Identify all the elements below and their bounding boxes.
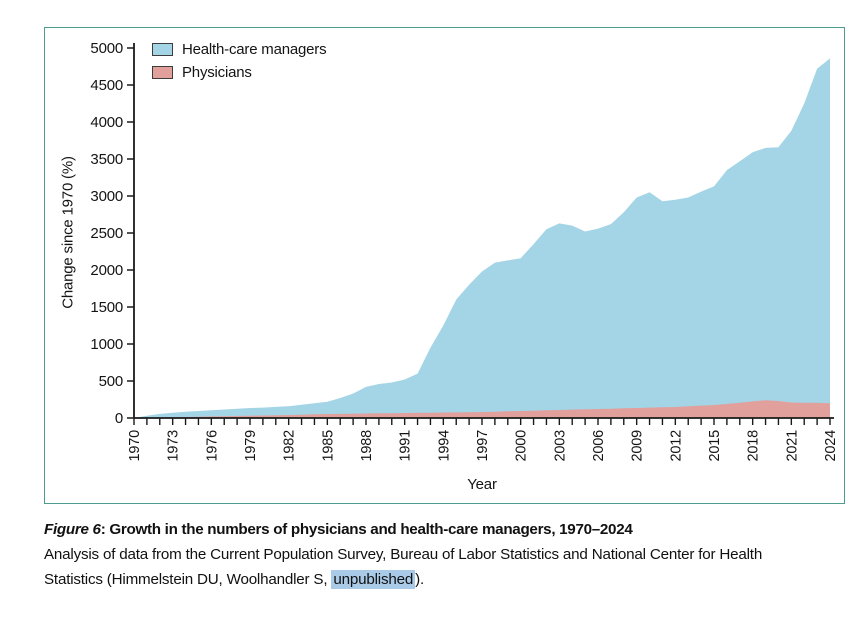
x-tick-label: 2006 xyxy=(591,430,607,462)
y-tick-label: 4500 xyxy=(90,77,123,94)
y-tick-label: 3000 xyxy=(90,188,123,205)
legend-item-physicians: Physicians xyxy=(152,64,326,81)
physicians-legend-label: Physicians xyxy=(182,64,252,81)
x-tick-label: 1979 xyxy=(243,430,259,462)
y-tick-label: 500 xyxy=(99,373,123,390)
figure-panel: 0 500 1000 1500 2000 2500 3000 3500 4000 4500 5000… xyxy=(44,27,845,504)
legend-item-managers: Health-care managers xyxy=(152,41,327,58)
x-tick-label: 2018 xyxy=(746,430,762,462)
physicians-legend-swatch xyxy=(152,66,173,79)
caption-figure-number: Figure 6 xyxy=(44,521,101,538)
y-tick-label: 1000 xyxy=(90,336,123,353)
x-tick-label: 2000 xyxy=(514,430,530,462)
x-tick-label: 1976 xyxy=(204,430,220,462)
x-tick-label: 2003 xyxy=(552,430,568,462)
area-chart-svg: 0 500 1000 1500 2000 2500 3000 3500 4000 4500 5000… xyxy=(90,40,839,462)
x-tick-label: 2015 xyxy=(707,430,723,462)
figure-caption: Figure 6: Growth in the numbers of physi… xyxy=(44,517,836,592)
x-tick-label: 1988 xyxy=(359,430,375,462)
health-care-managers-area xyxy=(134,58,830,419)
x-tick-label: 2021 xyxy=(784,430,800,462)
caption-title: Growth in the numbers of physicians and … xyxy=(109,521,633,538)
caption-body-line2: Statistics (Himmelstein DU, Woolhandler … xyxy=(44,567,836,592)
x-tick-label: 2012 xyxy=(668,430,684,462)
caption-body-line1: Analysis of data from the Current Popula… xyxy=(44,546,763,563)
caption-body-line2-pre: Statistics (Himmelstein DU, Woolhandler … xyxy=(44,571,332,588)
caption-colon: : xyxy=(100,521,110,538)
caption-unpublished-highlight: unpublished xyxy=(331,570,416,589)
y-tick-label: 5000 xyxy=(90,40,123,57)
physicians-area xyxy=(134,400,830,418)
y-tick-label: 2500 xyxy=(90,225,123,242)
x-axis-title: Year xyxy=(467,476,497,493)
x-tick-label: 2024 xyxy=(823,430,839,462)
x-tick-label: 1985 xyxy=(320,430,336,462)
x-tick-label: 1991 xyxy=(398,430,414,462)
x-tick-label: 1997 xyxy=(475,430,491,462)
x-tick-label: 1970 xyxy=(127,430,143,462)
managers-legend-swatch xyxy=(152,43,173,56)
y-axis: 0 500 1000 1500 2000 2500 3000 3500 4000 4500 5000 xyxy=(90,40,135,427)
x-tick-label: 1994 xyxy=(436,430,452,462)
x-tick-label: 1973 xyxy=(166,430,182,462)
legend: Health-care managers Physicians xyxy=(152,41,327,81)
caption-title-line: Figure 6: Growth in the numbers of physi… xyxy=(44,517,836,542)
managers-legend-label: Health-care managers xyxy=(182,41,327,58)
x-axis: 1970 1973 1976 1979 1982 1985 1988 1991 1994 1997… xyxy=(127,417,839,462)
y-axis-title: Change since 1970 (%) xyxy=(59,156,77,309)
x-tick-label: 1982 xyxy=(282,430,298,462)
y-tick-label: 3500 xyxy=(90,151,123,168)
y-tick-label: 0 xyxy=(115,410,123,427)
y-tick-label: 1500 xyxy=(90,299,123,316)
caption-body-line2-post: ). xyxy=(415,571,424,588)
y-tick-label: 2000 xyxy=(90,262,123,279)
x-tick-label: 2009 xyxy=(630,430,646,462)
y-tick-label: 4000 xyxy=(90,114,123,131)
